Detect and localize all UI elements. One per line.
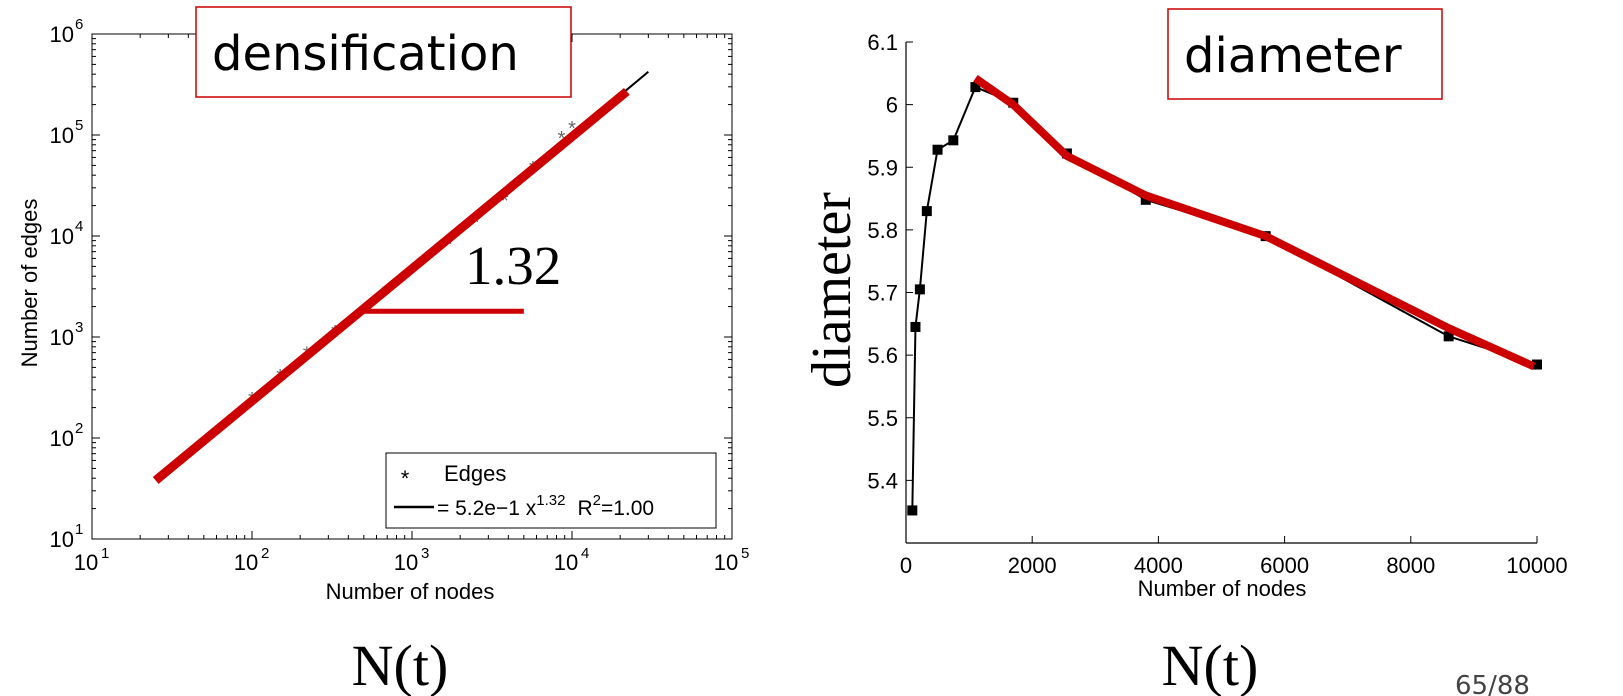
y-tick-label: 6	[886, 93, 898, 118]
x-tick-exponent: 1	[101, 545, 109, 562]
right-n-of-t-label: N(t)	[1162, 633, 1259, 696]
x-tick-exponent: 3	[421, 545, 429, 562]
diameter-data-point	[910, 321, 921, 332]
left-x-axis-label: Number of nodes	[326, 579, 495, 604]
legend-r-exponent: 2	[593, 492, 601, 509]
right-x-axis-label: Number of nodes	[1138, 576, 1307, 601]
y-tick-label: 5.7	[867, 281, 898, 306]
x-tick-exponent: 4	[581, 545, 589, 562]
y-tick-label: 5.5	[867, 406, 898, 431]
diameter-markers	[907, 82, 1542, 516]
densification-annotation-box	[195, 6, 572, 98]
x-tick-exponent: 5	[741, 545, 749, 562]
y-tick-label: 10	[50, 22, 74, 47]
x-tick-label: 0	[900, 553, 912, 578]
edges-data-point: *	[568, 118, 576, 140]
left-y-axis-label: Number of edges	[17, 199, 42, 368]
y-tick-label: 10	[50, 325, 74, 350]
diameter-data-point	[921, 206, 932, 217]
right-axis-ticks	[905, 41, 1538, 543]
y-tick-exponent: 3	[75, 319, 83, 336]
x-tick-label: 6000	[1260, 553, 1309, 578]
x-tick-label: 10	[234, 550, 258, 575]
y-tick-exponent: 2	[75, 420, 83, 437]
diameter-series-line	[911, 85, 1538, 511]
x-tick-label: 10	[394, 550, 418, 575]
legend-fit-prefix: = 5.2e−1 x	[437, 497, 537, 520]
left-tick-labels: 10 1 10 2 10 3 10 4 10 510 110 210 310 410 510 6	[50, 16, 750, 575]
right-tick-labels: 0 2000 4000 6000 8000 10000 5.4 5.5 5.6 5.7 5.8 5.9…	[867, 30, 1567, 578]
right-y-axis-label: diameter	[801, 192, 863, 388]
diameter-chart: 0 2000 4000 6000 8000 10000 5.4 5.5 5.6 5.7 5.8 5.9…	[801, 8, 1568, 696]
legend-r-label: R	[577, 497, 592, 520]
x-tick-label: 8000	[1386, 553, 1435, 578]
legend-fit-label: = 5.2e−1 x1.32 R2=1.00	[437, 492, 654, 520]
red-fit-line	[152, 87, 630, 484]
y-tick-exponent: 6	[75, 16, 83, 33]
y-tick-label: 10	[50, 426, 74, 451]
x-tick-label: 2000	[1008, 553, 1057, 578]
diameter-annotation: diameter	[1184, 28, 1402, 84]
diameter-data-point	[932, 144, 943, 155]
diameter-data-point	[907, 505, 918, 516]
left-legend: * Edges = 5.2e−1 x1.32 R2=1.00	[385, 452, 717, 529]
x-tick-exponent: 2	[261, 545, 269, 562]
legend-fit-exponent: 1.32	[536, 492, 565, 509]
edges-data-point: *	[445, 234, 453, 256]
y-tick-label: 5.9	[867, 155, 898, 180]
slope-label: 1.32	[465, 235, 561, 296]
y-tick-exponent: 4	[75, 218, 83, 235]
y-tick-exponent: 1	[75, 521, 83, 538]
edges-data-point: *	[472, 212, 480, 234]
y-tick-label: 5.8	[867, 218, 898, 243]
y-tick-label: 5.4	[867, 468, 898, 493]
red-trend-line	[973, 75, 1536, 371]
diameter-data-point	[914, 284, 925, 295]
y-tick-label: 10	[50, 224, 74, 249]
densification-annotation: densification	[212, 26, 519, 82]
left-n-of-t-label: N(t)	[352, 633, 449, 696]
diameter-annotation-box	[1167, 8, 1443, 100]
legend-r-value: =1.00	[601, 497, 654, 520]
y-tick-label: 10	[50, 527, 74, 552]
x-tick-label: 10	[74, 550, 98, 575]
page-number: 65/88	[1455, 671, 1530, 696]
x-tick-label: 10	[554, 550, 578, 575]
legend-star-icon: *	[401, 466, 410, 491]
x-tick-label: 10000	[1506, 553, 1567, 578]
y-tick-label: 10	[50, 123, 74, 148]
legend-edges-label: Edges	[444, 461, 506, 486]
diameter-data-point	[948, 135, 959, 146]
y-tick-label: 6.1	[867, 30, 898, 55]
edges-data-point: *	[558, 128, 566, 150]
legend-box	[385, 452, 717, 529]
y-tick-exponent: 5	[75, 117, 83, 134]
y-tick-label: 5.6	[867, 343, 898, 368]
x-tick-label: 4000	[1134, 553, 1183, 578]
edges-data-point: *	[501, 190, 509, 212]
x-tick-label: 10	[714, 550, 738, 575]
